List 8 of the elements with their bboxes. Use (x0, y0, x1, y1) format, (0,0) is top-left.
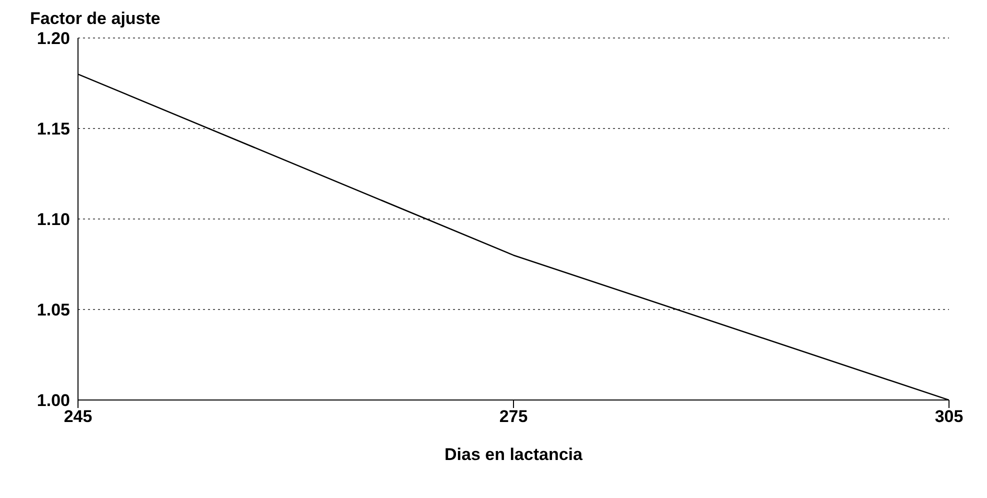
y-axis-title: Factor de ajuste (30, 9, 160, 28)
y-tick-label: 1.05 (36, 300, 70, 320)
x-tick-label: 275 (499, 407, 528, 426)
x-tick-label: 305 (934, 407, 964, 426)
y-tick-label: 1.10 (36, 210, 70, 230)
y-tick-label: 1.15 (36, 120, 70, 139)
x-axis-title: Dias en lactancia (444, 445, 584, 464)
y-tick-label: 1.20 (36, 29, 70, 48)
